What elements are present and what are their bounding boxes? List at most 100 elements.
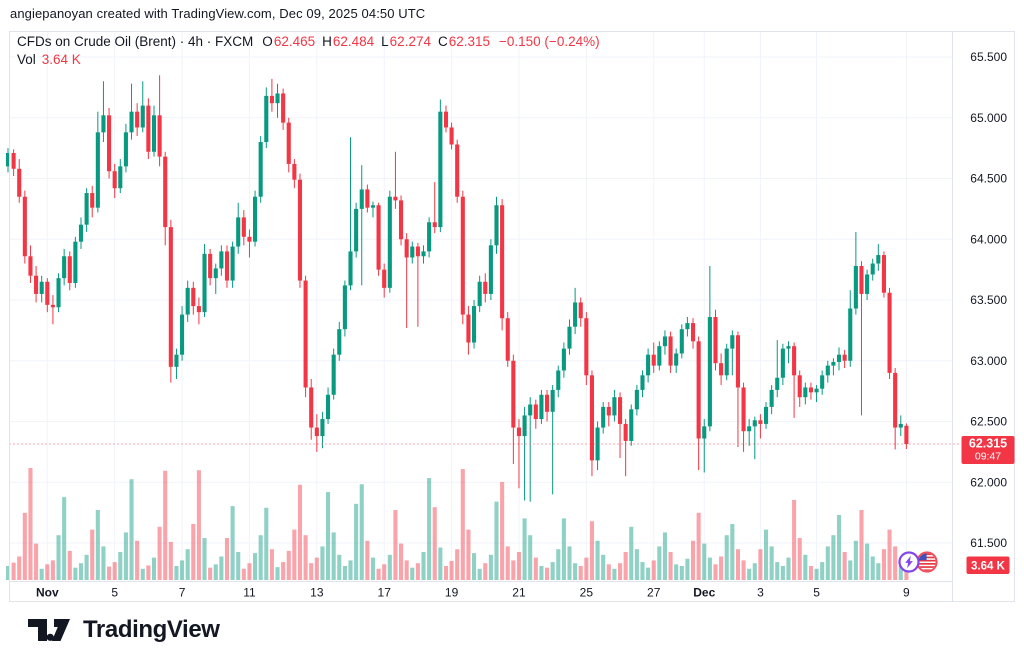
candle-body <box>449 127 454 145</box>
volume-bar <box>11 562 16 580</box>
volume-bar <box>870 556 875 580</box>
volume-bar <box>758 549 763 580</box>
price-axis-label: 65.500 <box>970 50 1007 64</box>
volume-bar <box>241 568 246 580</box>
volume-bar <box>168 541 173 580</box>
legend-row-volume: Vol 3.64 K <box>17 51 600 69</box>
volume-bar <box>623 552 628 580</box>
chart-plot-area[interactable] <box>10 32 953 582</box>
candle-body <box>775 377 780 390</box>
candle-body <box>269 95 274 104</box>
candle-body <box>488 245 493 294</box>
candle-body <box>814 388 819 393</box>
candle-body <box>376 205 381 270</box>
candle-body <box>735 335 740 388</box>
candle-body <box>578 302 583 319</box>
volume-bar <box>342 566 347 580</box>
volume-bar <box>107 566 112 580</box>
volume-bar <box>466 529 471 580</box>
time-axis[interactable] <box>10 582 953 602</box>
candle-body <box>67 256 72 283</box>
candle-body <box>522 415 527 437</box>
economic-event-importance-icon[interactable] <box>898 551 920 573</box>
candle-body <box>90 193 95 208</box>
volume-bar <box>264 507 269 580</box>
candle-body <box>45 281 50 305</box>
volume-bar <box>606 564 611 580</box>
time-axis-label: 5 <box>813 586 820 600</box>
candle-body <box>690 323 696 342</box>
candle-body <box>589 375 595 461</box>
volume-bar <box>792 499 797 580</box>
ohlc-pair: H62.484 <box>322 34 374 49</box>
volume-bar <box>786 557 791 580</box>
volume-bar <box>646 567 651 580</box>
volume-bar <box>601 554 606 580</box>
candle-body <box>617 397 623 424</box>
ohlc-value: 62.465 <box>273 34 316 49</box>
volume-bar <box>887 529 892 580</box>
volume-bar <box>752 563 757 580</box>
volume-bar <box>657 546 662 580</box>
candle-body <box>151 115 157 152</box>
volume-bar <box>129 479 134 580</box>
candle-body <box>511 360 516 428</box>
volume-bar <box>286 550 291 580</box>
volume-bar <box>893 546 898 580</box>
volume-bar <box>410 567 415 580</box>
price-axis-label: 62.000 <box>970 475 1007 489</box>
volume-bar <box>17 556 22 580</box>
volume-bar <box>820 562 825 580</box>
volume-bar <box>258 535 263 580</box>
volume-series <box>5 468 909 580</box>
candle-body <box>662 336 668 347</box>
volume-bar <box>629 526 634 580</box>
candle-body <box>483 281 488 294</box>
volume-bar <box>208 567 213 580</box>
ohlc-letter: L <box>381 34 389 49</box>
candle-body <box>247 236 252 242</box>
candle-body <box>196 306 201 313</box>
candle-body <box>56 278 61 308</box>
tradingview-logo-icon <box>28 619 70 641</box>
volume-bar <box>230 506 235 580</box>
volume-bar <box>202 538 207 580</box>
tradingview-logo[interactable]: TradingView <box>26 613 220 647</box>
candle-body <box>101 115 106 133</box>
ohlc-value: 62.315 <box>448 34 491 49</box>
candle-body <box>17 168 22 197</box>
volume-bar <box>421 552 426 580</box>
volume-bar <box>808 566 813 580</box>
chart-outer-border <box>9 31 1015 602</box>
volume-bar <box>443 566 449 580</box>
volume-bar <box>573 563 578 580</box>
price-axis-label: 65.000 <box>970 111 1007 125</box>
volume-bar <box>522 518 527 580</box>
candle-body <box>95 132 100 208</box>
candle-body <box>792 346 797 376</box>
volume-bar <box>348 560 353 580</box>
volume-bar <box>269 549 274 580</box>
candle-body <box>573 302 578 327</box>
candle-body <box>786 346 791 349</box>
volume-bar <box>477 568 482 580</box>
volume-bar <box>320 546 325 580</box>
volume-bar <box>460 469 465 580</box>
event-icons[interactable] <box>898 551 938 573</box>
candle-body <box>651 354 656 366</box>
candle-body <box>326 394 331 420</box>
volume-bar <box>415 563 420 580</box>
volume-bar <box>370 557 376 580</box>
volume-bar <box>297 484 303 580</box>
candle-body <box>258 142 263 197</box>
volume-bar <box>679 566 684 580</box>
candle-body <box>320 419 325 437</box>
volume-bar <box>22 512 27 580</box>
volume-bar <box>690 540 696 580</box>
symbol-title[interactable]: CFDs on Crude Oil (Brent) · 4h · FXCM <box>17 34 254 49</box>
price-axis-label: 63.500 <box>970 293 1007 307</box>
volume-bar <box>275 567 280 580</box>
time-axis-label: 5 <box>111 586 118 600</box>
us-flag-event-icon[interactable] <box>916 551 938 573</box>
